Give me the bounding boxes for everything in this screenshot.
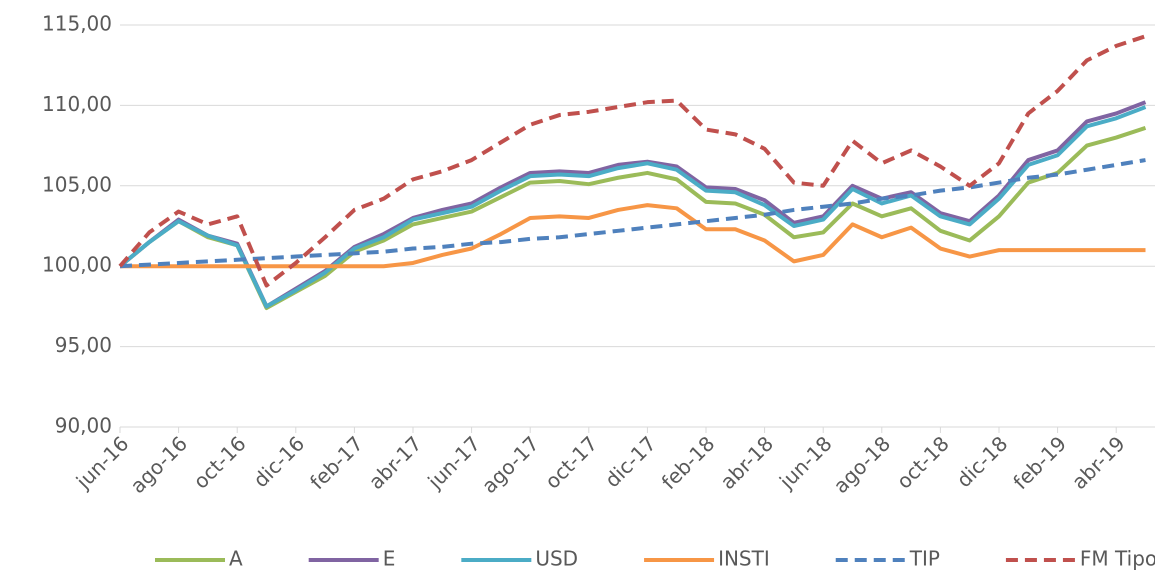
series-line [118,126,1147,311]
legend-label: INSTI [718,547,770,571]
x-tick-label: jun-18 [774,431,837,494]
x-tick-label: oct-17 [540,431,602,493]
x-tick-label: ago-17 [477,431,544,498]
x-tick-label: ago-16 [125,431,192,498]
x-tick-label: abr-18 [715,431,778,494]
x-tick-label: feb-18 [657,431,720,494]
x-tick-label: abr-17 [364,431,427,494]
y-tick-label: 105,00 [42,172,112,196]
y-tick-label: 100,00 [42,253,112,277]
x-tick-label: feb-17 [305,431,368,494]
x-tick-label: abr-19 [1067,431,1130,494]
legend-label: E [383,547,396,571]
series-line [118,34,1147,288]
x-tick-label: dic-17 [600,431,661,492]
legend-label: TIP [909,547,940,571]
legend-label: FM Tipo [1080,547,1155,571]
y-tick-label: 110,00 [42,92,112,116]
y-tick-label: 90,00 [55,414,112,438]
x-tick-label: feb-19 [1008,431,1071,494]
series-line [119,158,1146,269]
y-tick-label: 95,00 [55,333,112,357]
legend-label: USD [535,547,578,571]
x-tick-label: oct-16 [189,431,251,493]
y-tick-label: 115,00 [42,12,112,36]
x-tick-label: oct-18 [892,431,954,493]
legend-label: A [229,547,243,571]
x-tick-label: jun-17 [422,431,485,494]
x-tick-label: dic-18 [952,431,1013,492]
series-line [118,105,1147,309]
x-tick-label: jun-16 [71,431,134,494]
x-tick-label: ago-18 [829,431,896,498]
x-tick-label: dic-16 [248,431,309,492]
